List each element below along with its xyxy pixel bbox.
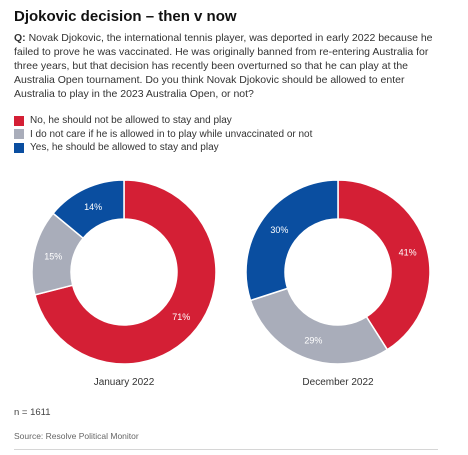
- donut-slice-no: [337, 179, 431, 351]
- source-note: Source: Resolve Political Monitor: [14, 431, 139, 441]
- legend-item-no: No, he should not be allowed to stay and…: [14, 114, 312, 128]
- data-label-yes: 14%: [84, 202, 102, 212]
- survey-question: Q: Novak Djokovic, the international ten…: [14, 31, 434, 101]
- legend-label-yes: Yes, he should be allowed to stay and pl…: [30, 142, 219, 154]
- legend-label-dont-care: I do not care if he is allowed in to pla…: [30, 128, 313, 140]
- legend-swatch-no: [14, 115, 24, 126]
- donut-charts: 71% 15% 14% January 2022 41% 29% 30% December 2…: [31, 179, 431, 388]
- legend-label-no: No, he should not be allowed to stay and…: [30, 115, 232, 127]
- chart-caption: December 2022: [302, 377, 374, 388]
- donut-slice-dont-care: [249, 287, 389, 365]
- sample-size: n = 1611: [14, 407, 51, 418]
- donut-slice-yes: [52, 179, 125, 240]
- data-label-dont-care: 29%: [304, 336, 322, 346]
- footer-divider: [14, 449, 438, 450]
- chart-title: Djokovic decision – then v now: [14, 8, 237, 25]
- donut-january-2022: 71% 15% 14% January 2022: [31, 179, 217, 388]
- donut-december-2022: 41% 29% 30% December 2022: [245, 179, 431, 388]
- question-label: Q:: [14, 32, 26, 44]
- donut-slice-yes: [245, 179, 339, 302]
- legend-item-yes: Yes, he should be allowed to stay and pl…: [14, 141, 312, 155]
- question-text: Novak Djokovic, the international tennis…: [14, 32, 433, 100]
- chart-caption: January 2022: [94, 377, 155, 388]
- legend-swatch-dont-care: [14, 129, 24, 140]
- donut-slice-no: [33, 179, 217, 365]
- legend-item-dont-care: I do not care if he is allowed in to pla…: [14, 128, 312, 142]
- data-label-dont-care: 15%: [44, 252, 62, 262]
- data-label-yes: 30%: [270, 225, 288, 235]
- data-label-no: 71%: [172, 312, 190, 322]
- legend-swatch-yes: [14, 142, 24, 153]
- legend: No, he should not be allowed to stay and…: [14, 114, 312, 155]
- data-label-no: 41%: [399, 247, 417, 257]
